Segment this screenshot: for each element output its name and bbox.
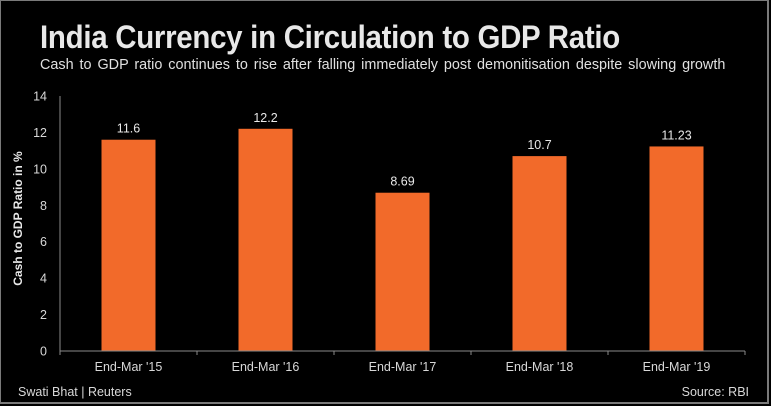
x-axis-ticks: End-Mar '15 End-Mar '16 End-Mar '17 End-Mar… (59, 351, 746, 374)
y-axis-label: Cash to GDP Ratio in % (11, 151, 25, 286)
source-text: Source: RBI (681, 385, 749, 399)
data-label: 11.6 (117, 122, 140, 136)
data-label: 11.23 (661, 128, 691, 142)
x-tick-label: End-Mar '17 (369, 360, 437, 374)
bar (375, 192, 430, 351)
y-tick-label: 14 (33, 90, 47, 104)
y-tick-label: 8 (40, 199, 47, 213)
chart-title: India Currency in Circulation to GDP Rat… (40, 19, 621, 55)
data-label: 10.7 (527, 138, 551, 152)
x-tick-label: End-Mar '18 (506, 360, 574, 374)
data-labels: 11.6 12.2 8.69 10.7 11.23 (117, 111, 692, 189)
y-tick-label: 12 (33, 126, 47, 140)
y-tick-label: 0 (40, 345, 47, 359)
chart-subtitle: Cash to GDP ratio continues to rise afte… (40, 56, 726, 73)
y-axis-ticks: 0 2 4 6 8 10 12 14 (33, 90, 47, 359)
x-tick-label: End-Mar '19 (643, 360, 711, 374)
bar (238, 128, 293, 351)
y-tick-label: 10 (33, 162, 47, 176)
x-tick-label: End-Mar '16 (232, 360, 300, 374)
y-tick-label: 2 (40, 308, 47, 322)
y-tick-label: 6 (40, 235, 47, 249)
y-tick-label: 4 (40, 272, 47, 286)
data-label: 12.2 (253, 111, 277, 125)
bar (512, 156, 567, 351)
bars (101, 128, 704, 351)
x-tick-label: End-Mar '15 (95, 360, 163, 374)
data-label: 8.69 (390, 175, 414, 189)
bar (101, 139, 156, 351)
bar (649, 146, 704, 351)
credit-text: Swati Bhat | Reuters (18, 385, 132, 399)
